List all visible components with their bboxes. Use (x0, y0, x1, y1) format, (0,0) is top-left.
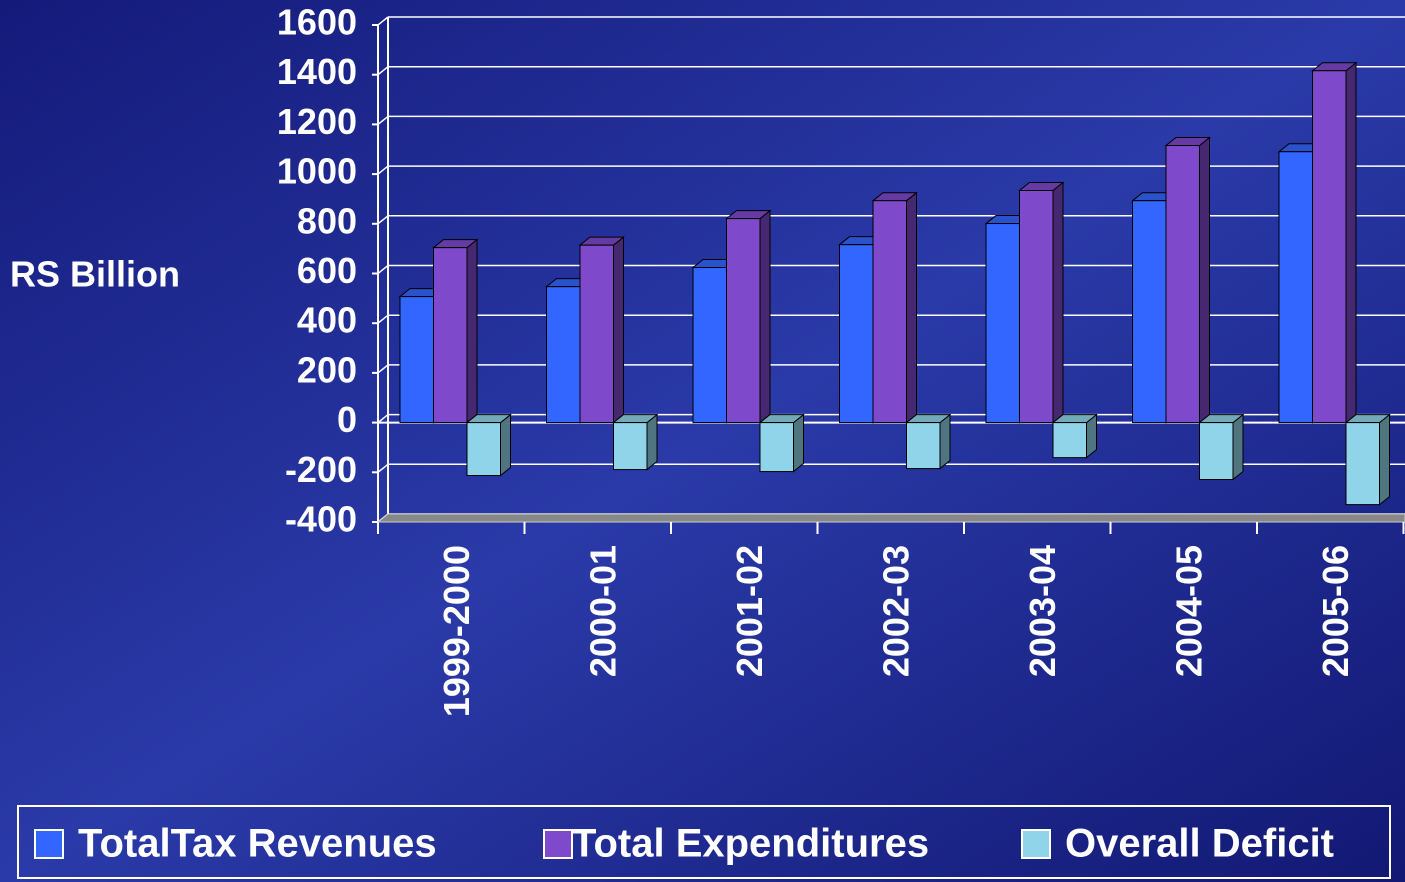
y-tick-label: 200 (297, 349, 357, 390)
grid-depth (377, 264, 389, 275)
bar (399, 296, 434, 424)
x-tick-label: 2001-02 (729, 545, 770, 677)
bar (613, 422, 648, 471)
bar-side (1199, 136, 1210, 424)
bar (1052, 422, 1087, 459)
legend-swatch (34, 829, 64, 859)
grid-depth (377, 16, 389, 26)
bar-side (613, 236, 624, 424)
bar (872, 200, 907, 424)
grid-depth (377, 115, 389, 125)
bar (906, 422, 941, 470)
bar-side (1379, 413, 1390, 506)
grid-depth (377, 463, 389, 473)
y-tick-label: 400 (297, 300, 357, 341)
bar (726, 218, 761, 424)
bar-side (500, 413, 511, 477)
bar (433, 247, 468, 424)
bar (466, 422, 501, 477)
y-axis-label: RS Billion (10, 254, 180, 295)
grid-depth (377, 66, 389, 76)
bar (1165, 145, 1200, 424)
x-tick-label: 2003-04 (1022, 545, 1063, 677)
y-tick-label: -200 (285, 449, 357, 490)
bar-side (466, 238, 478, 424)
legend-swatch (1021, 829, 1051, 859)
bar (692, 267, 727, 424)
y-tick-label: 1400 (277, 51, 357, 92)
bar (1278, 151, 1313, 424)
y-tick-label: 1000 (277, 151, 357, 192)
bar (1312, 70, 1347, 424)
legend-label: Overall Deficit (1065, 822, 1334, 866)
grid-depth (377, 364, 389, 374)
bar (1345, 422, 1380, 506)
bar-side (793, 413, 804, 473)
y-tick-label: 0 (337, 399, 357, 440)
bar-side (1232, 413, 1244, 481)
bar (1199, 422, 1234, 481)
legend-label: TotalTax Revenues (78, 822, 437, 866)
bar (985, 223, 1020, 424)
legend-swatch (543, 829, 573, 859)
bar-side (906, 191, 917, 424)
y-tick-label: -400 (285, 499, 357, 540)
x-tick-label: 2005-06 (1315, 545, 1356, 677)
bar (759, 422, 794, 473)
bar (546, 286, 581, 424)
grid-depth (377, 414, 389, 424)
floor (376, 513, 1405, 523)
bar (839, 244, 874, 424)
x-tick-label: 2000-01 (582, 545, 623, 677)
bar (1132, 200, 1167, 424)
bar-side (646, 413, 658, 471)
x-tick-label: 2002-03 (875, 545, 916, 677)
x-tick-label: 2004-05 (1168, 545, 1209, 677)
x-tick-label: 1999-2000 (436, 545, 477, 717)
grid-depth (377, 314, 389, 324)
grid-depth (377, 215, 389, 225)
y-tick-label: 1600 (277, 2, 357, 43)
y-tick-label: 600 (297, 250, 357, 291)
legend-box (17, 805, 1391, 879)
bar (1019, 190, 1054, 424)
y-tick-label: 1200 (277, 101, 357, 142)
bar-side (759, 209, 771, 424)
bar (579, 244, 614, 424)
y-tick-label: 800 (297, 200, 357, 241)
legend-label: Total Expenditures (572, 822, 929, 866)
bar-side (1052, 181, 1064, 424)
bar-side (1345, 61, 1357, 424)
bar-side (939, 413, 951, 470)
grid-depth (377, 165, 389, 175)
